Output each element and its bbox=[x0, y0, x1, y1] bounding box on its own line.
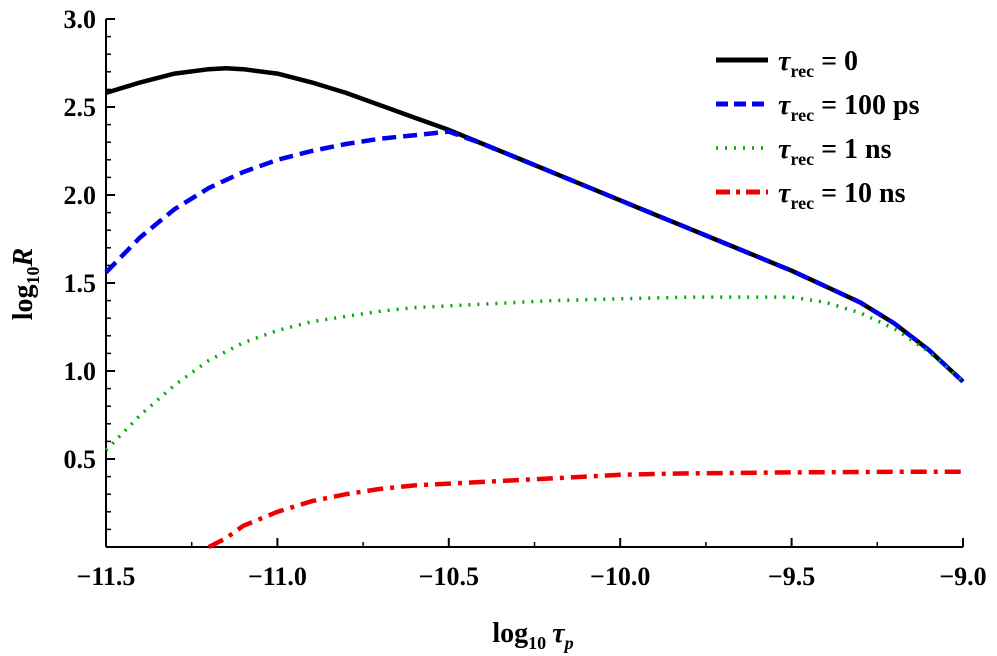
x-axis-title-var-sub: p bbox=[563, 633, 574, 653]
y-tick-label: 0.5 bbox=[64, 445, 97, 474]
x-axis-title-main: log bbox=[492, 618, 528, 649]
y-tick-label: 3.0 bbox=[64, 5, 97, 34]
legend: τrec = 0 τrec = 100 ps τrec = 1 ns τrec = 1… bbox=[716, 46, 920, 213]
x-tick-label: −9.0 bbox=[939, 562, 986, 591]
x-tick-label: −11.5 bbox=[77, 562, 136, 591]
x-axis-title: log10 τp bbox=[492, 618, 573, 653]
legend-label-2: τrec = 1 ns bbox=[778, 134, 892, 169]
y-tick-label: 2.0 bbox=[64, 181, 97, 210]
y-tick-label: 2.5 bbox=[64, 93, 97, 122]
y-axis-title-sub: 10 bbox=[23, 266, 43, 284]
x-tick-label: −11.0 bbox=[248, 562, 307, 591]
y-axis-title-main: log bbox=[8, 284, 39, 320]
x-tick-label: −10.0 bbox=[590, 562, 650, 591]
x-axis-title-sub: 10 bbox=[528, 633, 546, 653]
ticks-layer: −11.5 −11.0 −10.5 −10.0 −9.5 −9.0 0.5 1.0 1.5 2.0… bbox=[64, 5, 987, 591]
series-line-3 bbox=[207, 469, 963, 550]
x-tick-label: −9.5 bbox=[768, 562, 815, 591]
legend-label-0: τrec = 0 bbox=[778, 46, 858, 81]
series-layer bbox=[104, 66, 965, 550]
legend-label-1: τrec = 100 ps bbox=[778, 90, 920, 125]
y-axis-title-var: R bbox=[8, 248, 39, 268]
y-tick-label: 1.5 bbox=[64, 269, 97, 298]
x-tick-label: −10.5 bbox=[419, 562, 479, 591]
series-line-2 bbox=[104, 295, 965, 452]
legend-label-3: τrec = 10 ns bbox=[778, 178, 906, 213]
x-axis-title-var: τ bbox=[552, 618, 566, 649]
series-line-1 bbox=[104, 129, 965, 384]
y-tick-label: 1.0 bbox=[64, 357, 97, 386]
y-axis-title: log10R bbox=[8, 248, 43, 320]
